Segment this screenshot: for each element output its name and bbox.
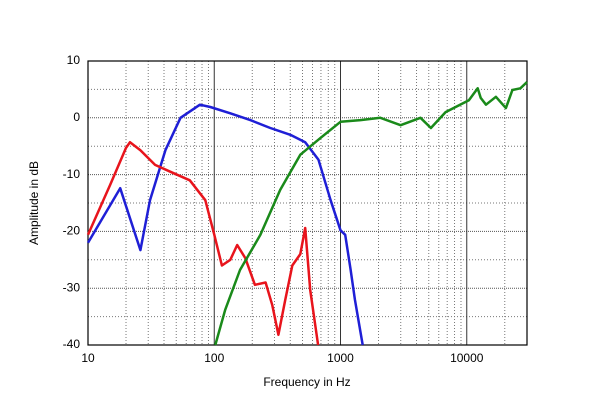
y-tick-label: -20 — [63, 224, 81, 238]
x-tick-label: 100 — [204, 351, 224, 365]
y-tick-label: 0 — [73, 110, 80, 124]
line-series — [86, 103, 364, 346]
y-tick-label: -40 — [63, 337, 81, 351]
y-tick-label: -10 — [63, 167, 81, 181]
x-tick-label: 10 — [81, 351, 95, 365]
x-axis-label: Frequency in Hz — [263, 375, 350, 389]
line-series — [86, 140, 320, 346]
y-axis-label: Amplitude in dB — [27, 161, 41, 245]
x-tick-label: 1000 — [327, 351, 354, 365]
y-tick-label: 10 — [67, 53, 81, 67]
plot-frame — [87, 60, 528, 346]
y-tick-label: -30 — [63, 280, 81, 294]
line-series — [214, 81, 528, 346]
x-tick-label: 10000 — [450, 351, 484, 365]
